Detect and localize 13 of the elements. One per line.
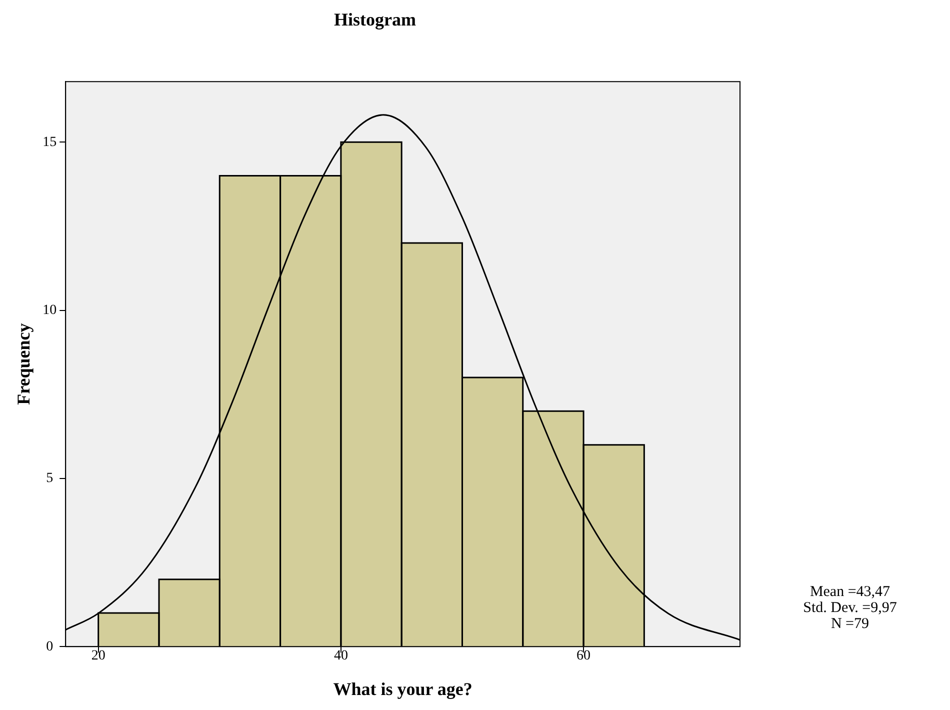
text: Mean =43,47 — [808, 584, 892, 600]
y-tick-label: 0 — [46, 639, 54, 654]
chart-title: Histogram — [334, 9, 416, 30]
x-axis-title: What is your age? — [333, 678, 472, 699]
x-tick-label: 60 — [576, 648, 591, 664]
x-tick-label: 20 — [91, 648, 106, 664]
y-axis-title: Frequency — [13, 323, 34, 405]
y-tick-label: 5 — [46, 471, 54, 486]
text: Std. Dev. =9,97 — [802, 600, 898, 616]
y-tick-label: 10 — [42, 302, 57, 318]
y-tick-label: 15 — [42, 134, 57, 150]
x-tick-label: 40 — [334, 648, 348, 664]
text: N =79 — [830, 616, 870, 632]
